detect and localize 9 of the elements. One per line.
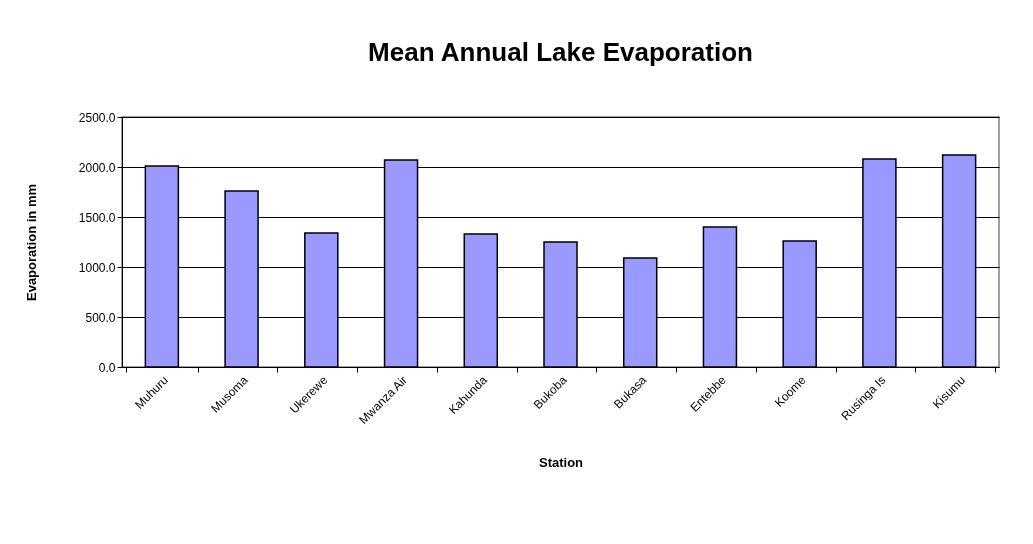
y-tick-label: 2000.0 — [78, 160, 116, 175]
y-tick-label: 0.0 — [98, 360, 116, 375]
y-axis-title: Evaporation in mm — [23, 183, 39, 302]
y-tick-label: 1500.0 — [78, 210, 116, 225]
y-tick-label: 1000.0 — [78, 260, 116, 275]
chart-title: Mean Annual Lake Evaporation — [368, 37, 753, 67]
y-tick-label: 2500.0 — [78, 110, 116, 125]
x-axis-title: Station — [538, 454, 584, 470]
y-tick-label: 500.0 — [85, 310, 116, 325]
